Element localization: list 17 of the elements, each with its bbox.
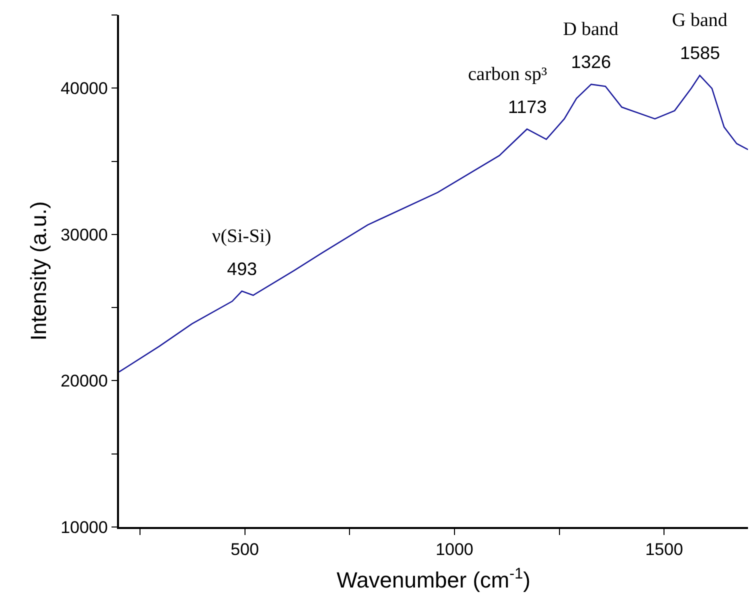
- y-tick-label: 40000: [60, 79, 108, 98]
- x-axis-title: Wavenumber (cm$^{-1}$): [336, 565, 530, 593]
- x-tick-label: 1000: [436, 540, 474, 560]
- y-axis-title: Intensity (a.u.): [26, 201, 51, 341]
- annotation: carbon sp³: [468, 64, 548, 85]
- annotation: ν(Si-Si): [212, 226, 272, 247]
- annotation: G band: [672, 10, 728, 31]
- annotation: D band: [563, 19, 619, 40]
- x-tick-label: 1500: [645, 540, 684, 560]
- y-tick-label: 10000: [60, 518, 108, 537]
- y-tick-label: 20000: [60, 372, 108, 391]
- y-tick-label: 30000: [60, 225, 108, 244]
- annotation: 493: [227, 259, 258, 279]
- annotation: 1173: [508, 97, 547, 117]
- annotation: 1585: [680, 43, 720, 63]
- x-tick-label: 500: [230, 540, 259, 560]
- annotation: 1326: [571, 52, 612, 72]
